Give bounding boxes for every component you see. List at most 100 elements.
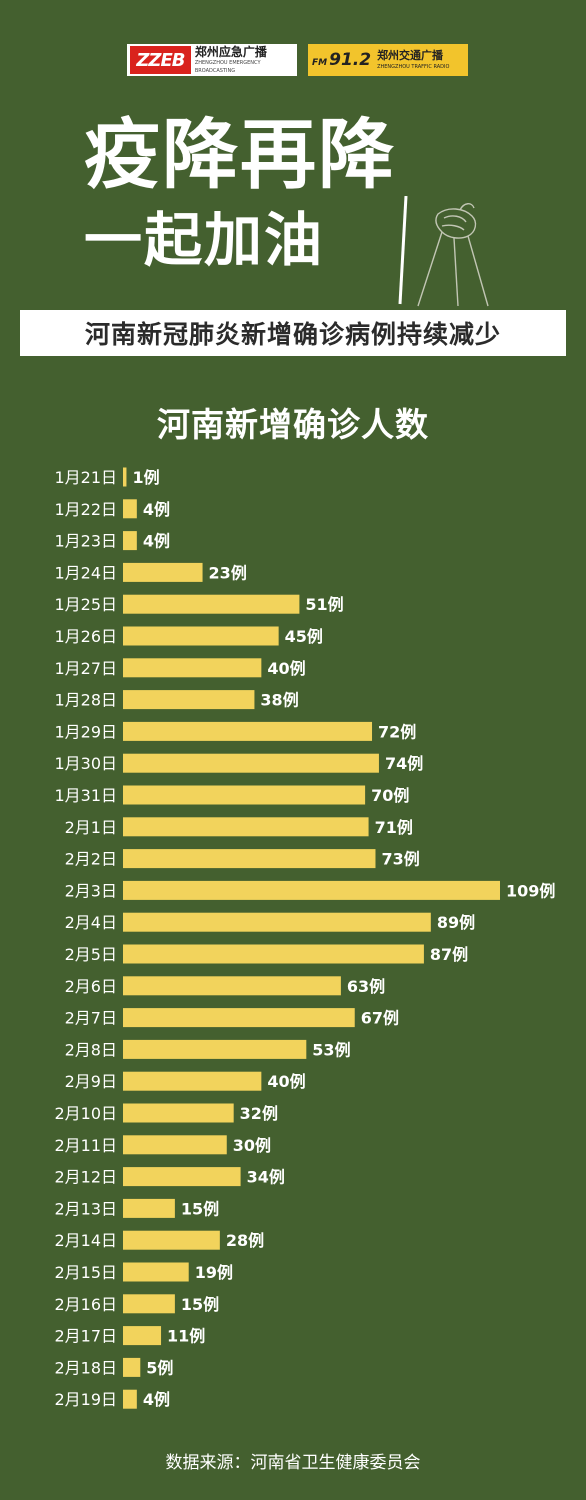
value-label: 73例	[381, 850, 419, 869]
fm912-logo-name: 郑州交通广播	[377, 49, 444, 62]
chart-title: 河南新增确诊人数	[157, 405, 429, 444]
value-label: 38例	[260, 691, 298, 710]
value-label: 4例	[143, 532, 170, 551]
bar	[123, 944, 424, 964]
category-label: 2月9日	[65, 1072, 117, 1091]
headline-line2: 一起加油	[84, 206, 325, 274]
handshake-icon	[398, 196, 489, 307]
category-label: 2月5日	[65, 945, 117, 964]
bar	[123, 721, 373, 741]
fm-prefix: FM	[312, 58, 328, 68]
bar	[123, 1230, 220, 1250]
value-label: 72例	[378, 722, 416, 741]
value-label: 15例	[181, 1295, 219, 1314]
bar	[123, 658, 262, 678]
fm912-logo-mark: FM 91.2	[312, 50, 371, 70]
value-label: 23例	[209, 563, 247, 582]
value-label: 1例	[132, 468, 159, 487]
value-label: 19例	[195, 1263, 233, 1282]
value-label: 28例	[226, 1231, 264, 1250]
fm912-logo: FM 91.2 郑州交通广播 ZHENGZHOU TRAFFIC RADIO	[308, 44, 468, 76]
value-label: 11例	[167, 1327, 205, 1346]
category-label: 2月18日	[54, 1358, 117, 1377]
logo-strip: ZZEB 郑州应急广播 ZHENGZHOU EMERGENCY BROADCAS…	[0, 44, 586, 78]
category-label: 1月28日	[54, 691, 117, 710]
category-label: 1月26日	[54, 627, 117, 646]
subtitle-banner: 河南新冠肺炎新增确诊病例持续减少	[20, 310, 566, 356]
category-label: 2月2日	[65, 850, 117, 869]
category-label: 2月4日	[65, 913, 117, 932]
category-label: 1月29日	[54, 722, 117, 741]
category-label: 1月22日	[54, 500, 117, 519]
fm-number: 91.2	[329, 50, 372, 70]
bar	[123, 1294, 175, 1314]
value-label: 53例	[312, 1040, 350, 1059]
value-label: 45例	[285, 627, 323, 646]
category-label: 1月31日	[54, 786, 117, 805]
bar	[123, 626, 279, 646]
value-label: 87例	[430, 945, 468, 964]
category-label: 2月16日	[54, 1295, 117, 1314]
bar	[123, 499, 137, 519]
bar	[123, 531, 137, 551]
zzeb-logo-english: ZHENGZHOU EMERGENCY BROADCASTING	[194, 60, 261, 74]
value-label: 15例	[181, 1199, 219, 1218]
category-label: 2月17日	[54, 1327, 117, 1346]
bar	[123, 1326, 162, 1346]
category-label: 1月24日	[54, 563, 117, 582]
category-label: 1月21日	[54, 468, 117, 487]
value-label: 5例	[146, 1358, 173, 1377]
value-label: 74例	[385, 754, 423, 773]
value-label: 89例	[437, 913, 475, 932]
bar	[123, 562, 203, 582]
headline-line1: 疫降再降	[84, 110, 396, 199]
bar	[123, 1008, 355, 1028]
fm912-logo-english: ZHENGZHOU TRAFFIC RADIO	[377, 64, 450, 70]
bar	[123, 594, 300, 614]
value-label: 51例	[305, 595, 343, 614]
category-label: 2月3日	[65, 881, 117, 900]
value-label: 30例	[233, 1136, 271, 1155]
category-label: 2月11日	[54, 1136, 117, 1155]
category-label: 1月30日	[54, 754, 117, 773]
value-label: 40例	[267, 659, 305, 678]
value-label: 70例	[371, 786, 409, 805]
category-label: 2月15日	[54, 1263, 117, 1282]
bar	[123, 467, 127, 487]
bar	[123, 1135, 227, 1155]
category-label: 2月12日	[54, 1168, 117, 1187]
category-label: 1月25日	[54, 595, 117, 614]
value-label: 63例	[347, 977, 385, 996]
bar	[123, 1103, 234, 1123]
bar	[123, 690, 255, 710]
bar	[123, 1198, 175, 1218]
zzeb-logo-name: 郑州应急广播	[194, 45, 267, 59]
bar	[123, 849, 376, 869]
value-label: 40例	[267, 1072, 305, 1091]
bar	[123, 1167, 241, 1187]
value-label: 34例	[247, 1168, 285, 1187]
value-label: 109例	[506, 881, 555, 900]
value-label: 71例	[375, 818, 413, 837]
bar	[123, 1262, 189, 1282]
category-label: 2月13日	[54, 1199, 117, 1218]
category-label: 1月23日	[54, 532, 117, 551]
category-label: 2月7日	[65, 1009, 117, 1028]
bar	[123, 880, 500, 900]
zzeb-logo: ZZEB 郑州应急广播 ZHENGZHOU EMERGENCY BROADCAS…	[127, 44, 297, 76]
value-label: 32例	[240, 1104, 278, 1123]
value-label: 67例	[361, 1009, 399, 1028]
bar	[123, 753, 379, 773]
bar	[123, 1039, 307, 1059]
bar	[123, 1357, 141, 1377]
category-label: 2月1日	[65, 818, 117, 837]
bar	[123, 912, 431, 932]
subtitle-text: 河南新冠肺炎新增确诊病例持续减少	[84, 320, 501, 349]
bar	[123, 976, 341, 996]
category-label: 2月19日	[54, 1390, 117, 1409]
bar	[123, 1389, 137, 1409]
bar	[123, 785, 366, 805]
bar	[123, 817, 369, 837]
category-label: 1月27日	[54, 659, 117, 678]
